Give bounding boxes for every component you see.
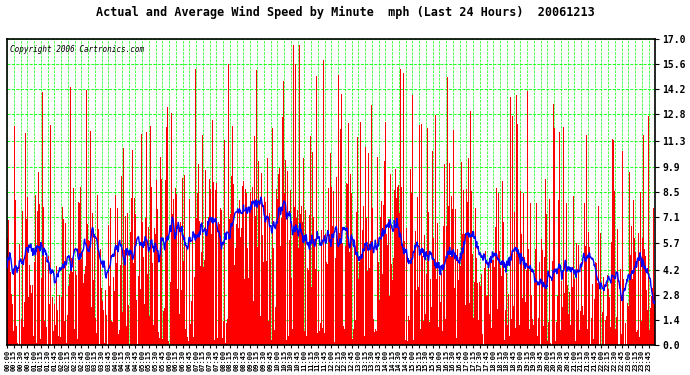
Text: Copyright 2006 Cartronics.com: Copyright 2006 Cartronics.com [10,45,144,54]
Text: Actual and Average Wind Speed by Minute  mph (Last 24 Hours)  20061213: Actual and Average Wind Speed by Minute … [96,6,594,19]
